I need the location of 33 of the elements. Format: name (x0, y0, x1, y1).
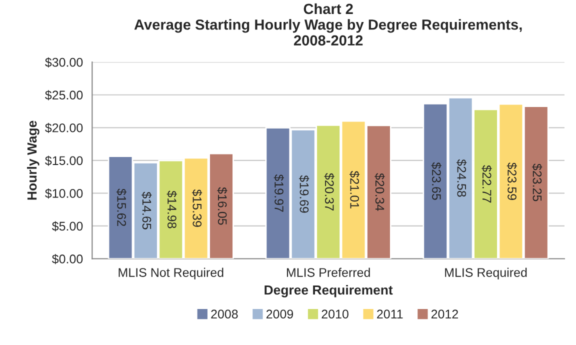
y-tick-label: $5.00 (52, 221, 83, 232)
data-label: $20.37 (324, 173, 334, 210)
data-label: $22.77 (482, 165, 492, 203)
x-tick-label: MLIS Preferred (286, 268, 370, 277)
data-label: $23.25 (532, 164, 542, 202)
data-label: $24.58 (456, 159, 467, 197)
y-axis-title: Hourly Wage (26, 120, 40, 200)
y-tick-label: $15.00 (45, 156, 83, 166)
y-tick-label: $25.00 (45, 90, 83, 100)
data-label: $23.59 (506, 162, 517, 200)
data-label: $21.01 (349, 170, 360, 208)
x-tick-label: MLIS Required (445, 268, 527, 280)
y-tick-label: $10.00 (45, 188, 83, 199)
y-tick-label: $20.00 (45, 122, 83, 134)
data-label: $19.97 (274, 174, 284, 212)
legend-label: 2011 (377, 310, 403, 319)
legend-label: 2012 (431, 310, 458, 319)
data-label: $14.98 (166, 190, 177, 228)
legend-label: 2008 (211, 310, 238, 319)
y-tick-label: $30.00 (45, 57, 83, 68)
y-tick-label: $0.00 (52, 254, 83, 264)
legend-label: 2009 (266, 310, 294, 319)
legend-label: 2010 (322, 310, 348, 319)
data-label: $14.65 (142, 192, 152, 230)
data-label: $23.65 (431, 162, 442, 200)
data-label: $15.62 (116, 188, 127, 226)
x-axis-title: Degree Requirement (264, 284, 393, 298)
chart-title: Chart 2 Average Starting Hourly Wage by Degree Requirements, 2008-2012 (134, 3, 522, 46)
data-label: $15.39 (192, 189, 202, 227)
data-label: $20.34 (374, 173, 385, 211)
data-label: $16.05 (217, 187, 228, 225)
data-label: $19.69 (299, 175, 310, 213)
x-tick-label: MLIS Not Required (118, 268, 224, 280)
